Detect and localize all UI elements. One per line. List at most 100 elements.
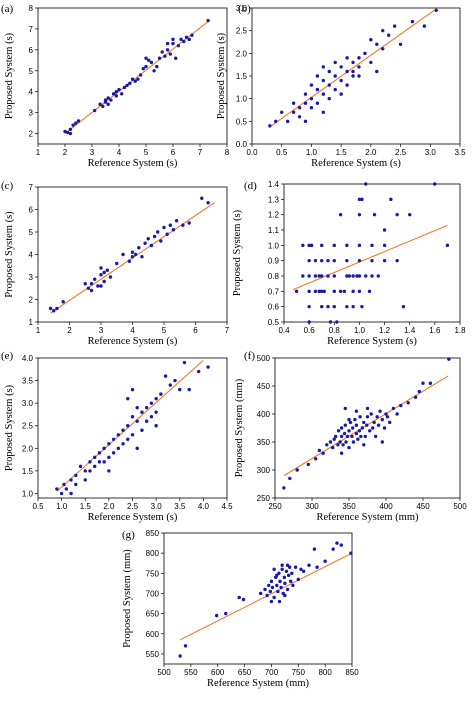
plot-frame [37,357,228,499]
data-point [149,243,154,248]
panel-e: 0.5 1.0 1.5 2.0 2.5 3.0 3.5 4.0 4.5 1.0 1.5 2.0 2.5 3… [1,350,233,523]
data-point [320,289,324,294]
data-point [335,320,339,324]
data-point [421,381,425,385]
data-point [345,258,349,263]
panel-label: (f) [244,350,255,362]
data-point [376,274,380,278]
data-point [297,106,302,110]
x-tick-label: 0.0 [246,148,258,157]
panel-label: (g) [122,529,135,541]
data-point [447,357,451,361]
x-tick-label: 800 [318,668,332,677]
y-tick-label: 3.5 [22,377,34,386]
data-point [83,478,87,482]
data-point [367,289,372,294]
data-point [381,28,385,33]
y-tick-label: 1.0 [22,489,34,498]
data-point [313,274,318,278]
data-point [141,66,145,71]
data-point [168,383,172,387]
data-point [74,482,78,487]
data-point [363,51,367,56]
data-point [322,289,326,294]
data-point [345,434,350,439]
data-point [388,420,392,425]
data-point [381,47,385,51]
y-tick-label: 3.0 [22,399,34,408]
data-point [272,567,276,571]
data-point [154,396,158,401]
data-point [241,597,246,602]
y-tick-label: 2.5 [236,27,248,36]
data-point [107,442,111,446]
data-point [155,64,159,69]
data-point [159,392,163,396]
data-point [321,92,326,96]
data-point [130,415,135,419]
data-point [351,304,355,309]
data-point [363,434,367,439]
data-point [342,289,347,294]
data-point [357,274,362,278]
panel-label: (d) [244,180,257,192]
data-point [144,56,148,60]
data-point [284,569,289,573]
data-point [336,443,340,447]
x-tick-label: 1 [36,148,41,157]
data-point [291,583,295,588]
data-point [422,24,427,28]
data-point [165,232,169,236]
y-tick-label: 0.8 [268,272,280,281]
data-point [114,94,119,98]
data-point [103,98,108,102]
panel-label: (a) [1,3,14,15]
y-tick-label: 2 [29,296,34,305]
data-point [348,420,353,425]
data-point [206,201,210,205]
data-point [333,87,337,92]
data-point [83,282,87,286]
data-point [74,121,78,125]
x-tick-label: 350 [342,502,356,511]
y-tick-label: 2.0 [22,444,34,453]
data-point [206,18,210,23]
data-point [376,423,381,427]
y-axis-label: Proposed System (s) [4,211,15,298]
data-point [428,381,433,385]
data-point [351,440,356,444]
x-tick-label: 7 [225,326,230,335]
data-point [288,476,292,481]
data-point [373,434,378,439]
data-point [336,429,341,433]
data-point [174,219,179,223]
y-tick-label: 4 [29,251,34,260]
data-point [115,261,119,266]
data-point [102,460,106,464]
x-tick-label: 3.5 [454,148,466,157]
x-tick-label: 4 [117,148,122,157]
y-tick-label: 5 [29,228,34,237]
data-point [417,389,421,394]
data-point [355,274,359,278]
data-point [133,252,138,257]
data-point [63,129,67,134]
data-point [146,237,150,241]
data-point [364,274,368,278]
data-point [135,405,139,410]
data-point [126,437,130,441]
data-point [297,115,302,119]
data-point [66,130,70,135]
x-tick-label: 2 [63,148,68,157]
data-point [111,92,116,96]
data-point [351,74,355,78]
data-point [102,270,106,275]
data-point [378,409,382,413]
y-axis-label: Proposed System (mm) [122,549,133,648]
data-point [332,289,336,294]
x-tick-label: 2.5 [127,502,139,511]
data-point [214,613,219,618]
data-point [382,258,387,263]
y-tick-label: 1.2 [268,211,280,220]
data-point [401,304,406,309]
